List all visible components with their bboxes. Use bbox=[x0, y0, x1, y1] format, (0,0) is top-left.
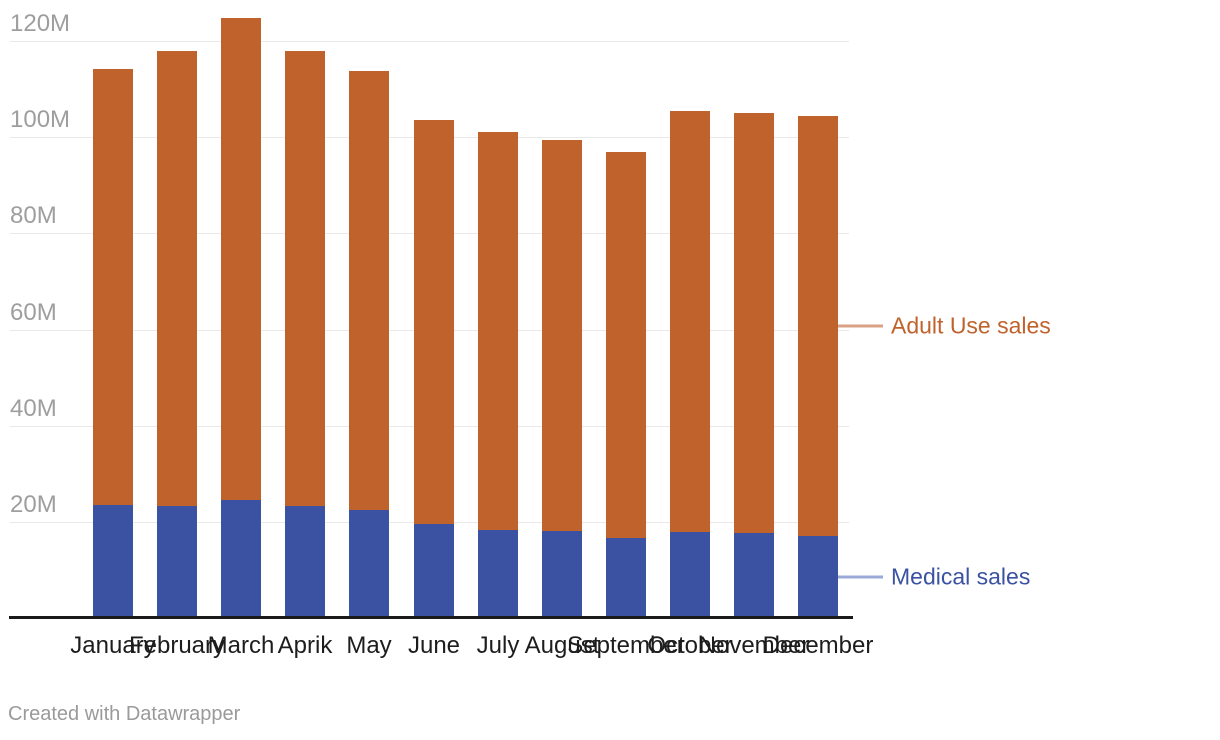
x-axis-line bbox=[9, 616, 853, 619]
y-axis-tick-label-40M: 40M bbox=[10, 395, 57, 422]
bar-segment-adult-use-june bbox=[414, 120, 454, 524]
datawrapper-credit: Created with Datawrapper bbox=[8, 703, 241, 725]
legend-connector-line-adult bbox=[838, 324, 883, 328]
x-axis-label-may: May bbox=[346, 632, 392, 659]
bar-segment-medical-may bbox=[349, 510, 389, 618]
x-axis-label-october: October bbox=[647, 632, 733, 659]
bar-segment-adult-use-december bbox=[798, 116, 838, 536]
x-axis-label-august: August bbox=[524, 632, 600, 659]
bar-segment-adult-use-february bbox=[157, 51, 197, 506]
bar-segment-adult-use-july bbox=[478, 132, 518, 530]
y-axis-tick-label-80M: 80M bbox=[10, 202, 57, 229]
bar-segment-adult-use-september bbox=[606, 152, 646, 538]
x-axis-label-december: December bbox=[762, 632, 874, 659]
x-axis-label-february: February bbox=[128, 632, 226, 659]
bar-segment-medical-aprik bbox=[285, 506, 325, 618]
y-axis-tick-label-20M: 20M bbox=[10, 491, 57, 518]
bar-segment-adult-use-november bbox=[734, 113, 774, 533]
bar-segment-medical-february bbox=[157, 506, 197, 618]
x-axis-label-july: July bbox=[476, 632, 520, 659]
x-axis-label-january: January bbox=[70, 632, 156, 659]
bar-segment-medical-november bbox=[734, 533, 774, 618]
bar-segment-adult-use-october bbox=[670, 111, 710, 532]
bar-segment-adult-use-march bbox=[221, 18, 261, 500]
legend-item-medical: Medical sales bbox=[838, 564, 1030, 591]
bar-segment-medical-august bbox=[542, 531, 582, 618]
x-axis-label-november: November bbox=[698, 632, 810, 659]
legend-label-medical: Medical sales bbox=[891, 563, 1031, 590]
legend-item-adult-use: Adult Use sales bbox=[838, 313, 1051, 340]
bar-segment-medical-january bbox=[93, 505, 133, 618]
x-axis-label-aprik: Aprik bbox=[277, 632, 333, 659]
bar-segment-medical-october bbox=[670, 532, 710, 618]
y-axis-tick-label-120M: 120M bbox=[10, 10, 71, 37]
gridline-120M bbox=[10, 41, 849, 42]
bar-segment-medical-december bbox=[798, 536, 838, 618]
bar-segment-medical-march bbox=[221, 500, 261, 618]
x-axis-label-march: March bbox=[207, 632, 275, 659]
bar-segment-adult-use-aprik bbox=[285, 51, 325, 506]
bar-segment-medical-september bbox=[606, 538, 646, 618]
bar-segment-adult-use-august bbox=[542, 140, 582, 531]
bar-segment-adult-use-may bbox=[349, 71, 389, 510]
bar-segment-medical-june bbox=[414, 524, 454, 618]
x-axis-label-june: June bbox=[407, 632, 461, 659]
y-axis-tick-label-100M: 100M bbox=[10, 106, 71, 133]
x-axis-label-september: September bbox=[567, 632, 685, 659]
bar-segment-adult-use-january bbox=[93, 69, 133, 506]
y-axis-tick-label-60M: 60M bbox=[10, 299, 57, 326]
legend-connector-line-medical bbox=[838, 575, 883, 579]
bar-segment-medical-july bbox=[478, 530, 518, 618]
legend-label-adult-use: Adult Use sales bbox=[891, 312, 1051, 339]
